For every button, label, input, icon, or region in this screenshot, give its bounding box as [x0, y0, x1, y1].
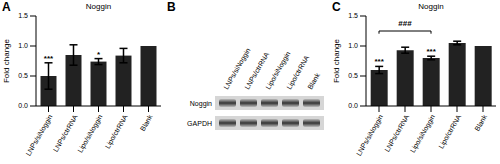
- svg-text:LNPs/ctrRNA: LNPs/ctrRNA: [383, 113, 410, 153]
- svg-text:Blank: Blank: [139, 113, 154, 132]
- svg-text:0.5: 0.5: [348, 72, 358, 79]
- svg-text:0.0: 0.0: [18, 102, 28, 109]
- svg-text:0.5: 0.5: [18, 72, 28, 79]
- svg-text:Lipo/ctrRNA: Lipo/ctrRNA: [285, 54, 311, 91]
- svg-text:Lipo/siNoggin: Lipo/siNoggin: [409, 113, 437, 154]
- svg-text:GAPDH: GAPDH: [187, 120, 212, 127]
- svg-text:1.5: 1.5: [18, 12, 28, 19]
- svg-text:Lipo/siNoggin: Lipo/siNoggin: [264, 50, 292, 91]
- svg-text:*: *: [97, 50, 101, 59]
- html-text:A: A: [2, 0, 11, 14]
- svg-text:1.5: 1.5: [348, 12, 358, 19]
- svg-text:Fold change: Fold change: [332, 38, 341, 83]
- svg-text:Lipo/ctrRNA: Lipo/ctrRNA: [104, 113, 130, 150]
- svg-text:Lipo/ctrRNA: Lipo/ctrRNA: [437, 113, 463, 150]
- html-text:C: C: [332, 0, 341, 14]
- svg-text:1.0: 1.0: [348, 42, 358, 49]
- html-text:Noggin: Noggin: [418, 2, 444, 11]
- html-text:Noggin: Noggin: [85, 2, 112, 11]
- html-text:B: B: [167, 0, 176, 14]
- svg-text:***: ***: [375, 57, 385, 66]
- svg-text:Fold change: Fold change: [8, 38, 11, 83]
- svg-text:LNPs/ctrRNA: LNPs/ctrRNA: [52, 113, 79, 153]
- svg-text:LNPs/siNoggin: LNPs/siNoggin: [355, 113, 385, 157]
- svg-text:***: ***: [427, 47, 437, 56]
- svg-text:Lipo/siNoggin: Lipo/siNoggin: [76, 113, 104, 154]
- svg-text:0.0: 0.0: [348, 102, 358, 109]
- svg-text:1.0: 1.0: [18, 42, 28, 49]
- svg-text:###: ###: [398, 19, 412, 28]
- svg-text:LNPs/siNoggin: LNPs/siNoggin: [24, 113, 54, 157]
- svg-text:Blank: Blank: [473, 113, 488, 132]
- svg-text:Blank: Blank: [306, 71, 321, 90]
- svg-text:LNPs/ctrRNA: LNPs/ctrRNA: [243, 51, 271, 91]
- svg-text:LNPs/siNoggin: LNPs/siNoggin: [222, 46, 252, 91]
- svg-text:Noggin: Noggin: [190, 100, 212, 108]
- svg-text:***: ***: [44, 54, 54, 63]
